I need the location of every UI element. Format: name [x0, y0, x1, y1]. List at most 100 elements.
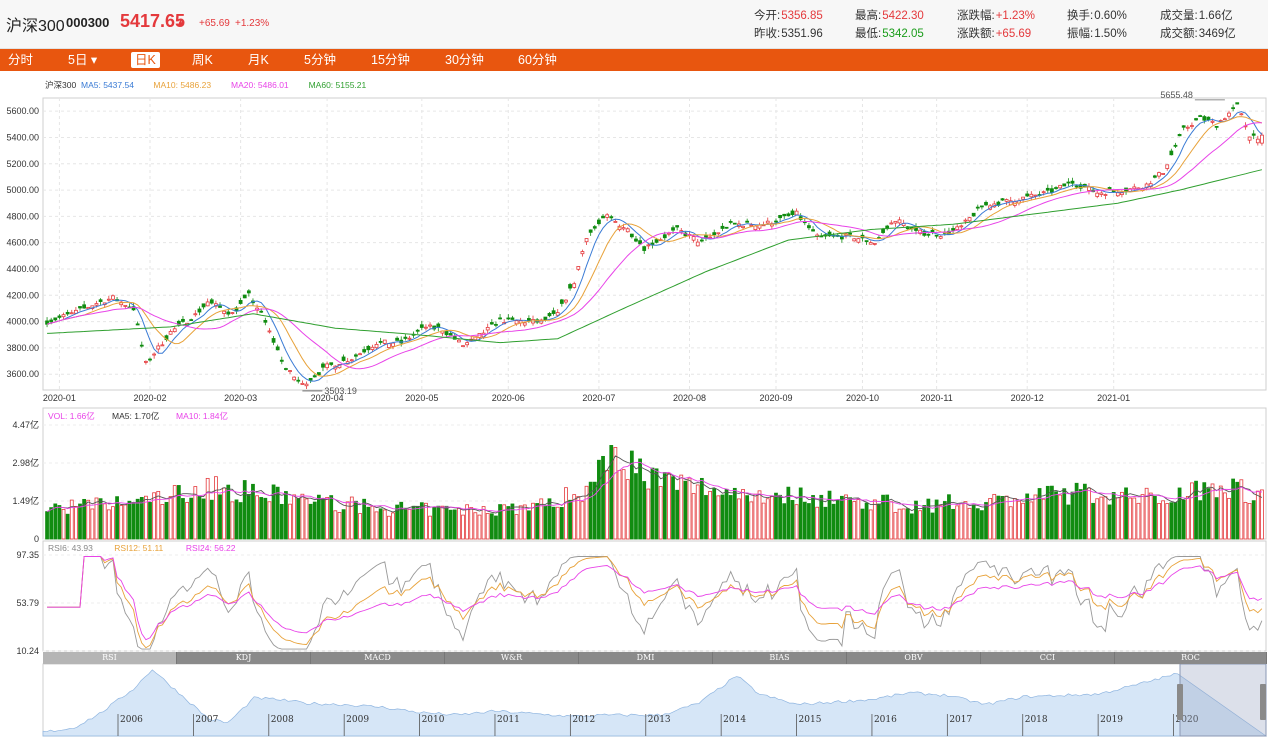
candle [592, 226, 597, 229]
volume-bar [811, 495, 815, 540]
volume-bar [951, 508, 955, 540]
candle [201, 303, 206, 308]
volume-bar [1148, 492, 1153, 540]
volume-bar [1152, 495, 1157, 540]
volume-bar [572, 494, 577, 540]
candle [634, 238, 638, 242]
volume-bar [1227, 497, 1231, 540]
volume-bar [786, 486, 791, 540]
candle [181, 318, 185, 322]
volume-bar [732, 487, 737, 540]
candle [152, 353, 157, 356]
candle [275, 346, 280, 351]
volume-bar [971, 504, 976, 540]
navigator-year-label: 2012 [572, 715, 595, 725]
tab-weekly-k[interactable]: 周K [192, 53, 213, 67]
candle [284, 368, 288, 370]
candle [728, 221, 733, 223]
candle [168, 331, 173, 335]
kline-y-tick: 3600.00 [6, 369, 39, 379]
volume-bar [514, 514, 519, 540]
indicator-tab-macd[interactable]: MACD [311, 652, 445, 664]
tab-60min[interactable]: 60分钟 [518, 53, 557, 67]
tab-intraday[interactable]: 分时 [8, 53, 34, 67]
indicator-tab-obv[interactable]: OBV [847, 652, 981, 664]
candle [259, 310, 264, 313]
candle [53, 317, 58, 321]
candle [749, 224, 754, 227]
candle [864, 240, 869, 243]
volume-bar [1231, 478, 1235, 540]
kline-y-tick: 5600.00 [6, 106, 39, 116]
volume-bar [1029, 501, 1034, 540]
indicator-tab-kdj[interactable]: KDJ [177, 652, 311, 664]
candle [106, 298, 111, 301]
tab-5min[interactable]: 5分钟 [304, 53, 336, 67]
stock-chart[interactable]: 5600.00 5400.00 5200.00 5000.00 4800.00 4600.… [0, 71, 1268, 738]
stat-turnover: 换手:0.60% [1067, 10, 1127, 22]
kline-x-tick: 2020-04 [311, 393, 344, 403]
volume-bar [942, 501, 947, 540]
volume-bar [279, 503, 284, 540]
volume-bar [1058, 494, 1063, 540]
tab-monthly-k[interactable]: 月K [248, 53, 269, 67]
volume-bar [860, 508, 865, 540]
candle [514, 320, 519, 325]
volume-bar [333, 510, 338, 540]
stat-change-amount: 涨跌额:+65.69 [957, 28, 1032, 40]
candle [94, 303, 99, 306]
indicator-tab-bias[interactable]: BIAS [713, 652, 847, 664]
volume-bar [872, 499, 877, 540]
tab-daily-k[interactable]: 日K [131, 52, 160, 68]
kline-x-tick: 2020-02 [133, 393, 166, 403]
volume-bar [1202, 482, 1207, 540]
indicator-tab-rsi[interactable]: RSI [43, 652, 177, 664]
volume-bar [691, 493, 696, 540]
volume-bar [819, 494, 824, 540]
volume-bar [1041, 498, 1046, 540]
volume-bar [506, 506, 511, 540]
candle [971, 212, 976, 217]
kline-x-tick: 2020-08 [673, 393, 706, 403]
volume-bar [94, 497, 99, 540]
volume-bar [761, 502, 766, 540]
volume-bar [148, 502, 152, 540]
volume-bar [53, 503, 58, 540]
rsi-y-tick: 97.35 [16, 550, 39, 560]
candle [1235, 102, 1240, 105]
volume-bar [378, 508, 383, 540]
volume-bar [510, 503, 515, 540]
candle [160, 344, 165, 347]
candle [1054, 187, 1058, 189]
indicator-tab-dmi[interactable]: DMI [579, 652, 713, 664]
volume-bar [535, 503, 540, 540]
high-annotation: 5655.48 [1160, 90, 1193, 100]
rsi12-line [47, 556, 1263, 649]
indicator-tab-roc[interactable]: ROC [1115, 652, 1267, 664]
volume-bar [584, 485, 589, 540]
tab-30min[interactable]: 30分钟 [445, 53, 484, 67]
volume-bar [403, 507, 408, 540]
volume-bar [61, 508, 66, 540]
volume-ma5-line [46, 455, 1263, 514]
volume-bar [345, 501, 350, 540]
navigator-year-label: 2015 [799, 715, 822, 725]
volume-bar [1095, 498, 1100, 540]
volume-bar [465, 504, 470, 540]
candle [374, 343, 379, 349]
candle [572, 283, 577, 288]
volume-bar [658, 486, 663, 540]
indicator-tab-wr[interactable]: W&R [445, 652, 579, 664]
volume-bar [1173, 502, 1178, 540]
candle [407, 337, 412, 340]
stat-prev-close: 昨收:5351.96 [754, 28, 823, 40]
candle [65, 311, 70, 315]
indicator-tab-cci[interactable]: CCI [981, 652, 1115, 664]
volume-bar [1012, 498, 1017, 540]
volume-bar [1210, 483, 1215, 540]
candle [1103, 194, 1108, 196]
volume-bar [197, 496, 202, 540]
tab-5day[interactable]: 5日 ▾ [68, 53, 98, 67]
volume-bar [1087, 487, 1091, 540]
tab-15min[interactable]: 15分钟 [371, 53, 410, 67]
